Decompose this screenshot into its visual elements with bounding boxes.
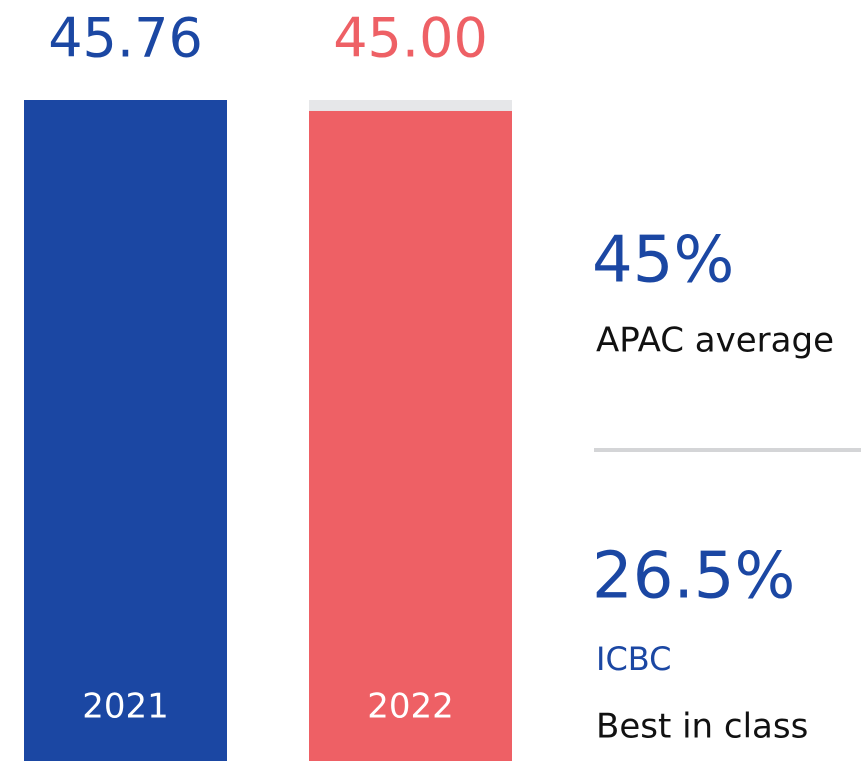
benchmark-caption: Best in class xyxy=(596,707,808,747)
benchmark-caption: APAC average xyxy=(596,321,834,361)
benchmark-figure: 26.5% xyxy=(592,540,795,614)
bar xyxy=(309,110,512,761)
benchmark-bank: ICBC xyxy=(596,640,672,678)
category-label: 2021 xyxy=(82,687,169,727)
category-label: 2022 xyxy=(367,687,454,727)
bar xyxy=(24,100,227,761)
benchmark-figure: 45% xyxy=(592,224,734,298)
value-label: 45.00 xyxy=(333,7,488,70)
value-label: 45.76 xyxy=(48,7,203,70)
